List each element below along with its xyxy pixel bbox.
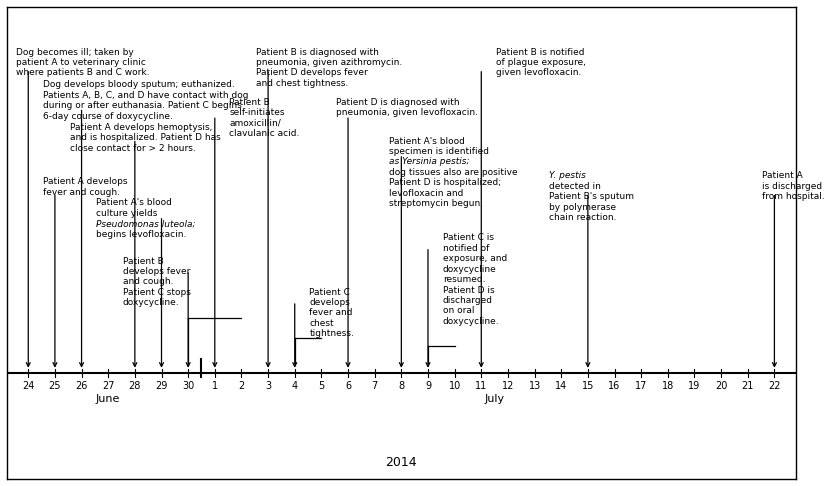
Text: Pseudomonas luteola;: Pseudomonas luteola; xyxy=(96,219,196,228)
Text: tightness.: tightness. xyxy=(309,330,354,338)
Text: dog tissues also are positive: dog tissues also are positive xyxy=(390,168,518,177)
Text: amoxicillin/: amoxicillin/ xyxy=(230,119,282,128)
Text: resumed.: resumed. xyxy=(442,275,485,284)
Text: chest: chest xyxy=(309,319,334,328)
Text: 20: 20 xyxy=(715,381,727,391)
Text: and chest tightness.: and chest tightness. xyxy=(256,79,349,88)
Text: Patient A develops hemoptysis,: Patient A develops hemoptysis, xyxy=(70,123,212,132)
Text: fever and cough.: fever and cough. xyxy=(43,188,120,197)
Text: exposure, and: exposure, and xyxy=(442,254,507,263)
Text: Patient A's blood: Patient A's blood xyxy=(390,137,465,146)
Text: from hospital.: from hospital. xyxy=(763,192,825,201)
Text: 8: 8 xyxy=(398,381,405,391)
Text: Patient A develops: Patient A develops xyxy=(43,177,127,186)
Text: streptomycin begun.: streptomycin begun. xyxy=(390,199,484,208)
Text: 15: 15 xyxy=(582,381,594,391)
Text: 10: 10 xyxy=(448,381,461,391)
Text: Patient A: Patient A xyxy=(763,172,803,180)
Text: Patient C stops: Patient C stops xyxy=(123,288,191,297)
Text: 3: 3 xyxy=(265,381,272,391)
Text: close contact for > 2 hours.: close contact for > 2 hours. xyxy=(70,144,195,153)
Text: Dog develops bloody sputum; euthanized.: Dog develops bloody sputum; euthanized. xyxy=(43,81,235,89)
Text: develops fever: develops fever xyxy=(123,267,190,276)
Text: 2014: 2014 xyxy=(385,456,417,469)
Text: 18: 18 xyxy=(662,381,674,391)
Text: and is hospitalized. Patient D has: and is hospitalized. Patient D has xyxy=(70,134,220,142)
Text: 13: 13 xyxy=(529,381,541,391)
Text: patient A to veterinary clinic: patient A to veterinary clinic xyxy=(16,58,146,67)
Text: July: July xyxy=(484,394,504,404)
Text: detected in: detected in xyxy=(549,182,601,191)
Text: Dog becomes ill; taken by: Dog becomes ill; taken by xyxy=(16,48,134,56)
Text: notified of: notified of xyxy=(442,244,489,253)
Text: self-initiates: self-initiates xyxy=(230,108,285,117)
Text: pneumonia, given levofloxacin.: pneumonia, given levofloxacin. xyxy=(336,108,478,117)
Text: pneumonia, given azithromycin.: pneumonia, given azithromycin. xyxy=(256,58,402,67)
Text: develops: develops xyxy=(309,298,350,307)
Text: doxycycline.: doxycycline. xyxy=(123,298,179,307)
Text: levofloxacin and: levofloxacin and xyxy=(390,189,463,198)
Text: and cough.: and cough. xyxy=(123,278,173,286)
Text: Patient A's blood: Patient A's blood xyxy=(96,198,172,208)
Text: 6: 6 xyxy=(345,381,351,391)
Text: where patients B and C work.: where patients B and C work. xyxy=(16,69,150,77)
Text: given levofloxacin.: given levofloxacin. xyxy=(496,69,582,77)
Text: 6-day course of doxycycline.: 6-day course of doxycycline. xyxy=(43,112,173,121)
Text: 26: 26 xyxy=(75,381,88,391)
Text: is discharged: is discharged xyxy=(763,182,823,191)
Text: 22: 22 xyxy=(768,381,781,391)
Text: 11: 11 xyxy=(475,381,488,391)
Text: 30: 30 xyxy=(182,381,194,391)
Text: chain reaction.: chain reaction. xyxy=(549,213,617,222)
Text: doxycycline.: doxycycline. xyxy=(442,317,499,326)
Text: Patient B: Patient B xyxy=(123,257,163,265)
Text: 27: 27 xyxy=(102,381,115,391)
Text: during or after euthanasia. Patient C begins: during or after euthanasia. Patient C be… xyxy=(43,102,241,110)
Text: Patient D is: Patient D is xyxy=(442,286,494,295)
Text: 12: 12 xyxy=(502,381,515,391)
Text: discharged: discharged xyxy=(442,296,493,305)
Text: Patient B is notified: Patient B is notified xyxy=(496,48,584,56)
Text: 24: 24 xyxy=(22,381,34,391)
Text: Patients A, B, C, and D have contact with dog: Patients A, B, C, and D have contact wit… xyxy=(43,91,248,100)
Text: Patient C: Patient C xyxy=(309,288,350,296)
Text: 5: 5 xyxy=(318,381,324,391)
Text: Patient B: Patient B xyxy=(230,98,270,107)
Text: of plague exposure,: of plague exposure, xyxy=(496,58,586,67)
Text: Patient D is diagnosed with: Patient D is diagnosed with xyxy=(336,98,460,107)
Text: Patient D develops fever: Patient D develops fever xyxy=(256,69,368,77)
Text: as Yersinia pestis;: as Yersinia pestis; xyxy=(390,157,470,167)
Text: 4: 4 xyxy=(292,381,297,391)
Text: culture yields: culture yields xyxy=(96,209,158,218)
Text: June: June xyxy=(96,394,121,404)
Text: 16: 16 xyxy=(608,381,621,391)
Text: 21: 21 xyxy=(742,381,754,391)
Text: begins levofloxacin.: begins levofloxacin. xyxy=(96,230,187,239)
Text: 29: 29 xyxy=(155,381,168,391)
Text: 25: 25 xyxy=(49,381,61,391)
Text: 17: 17 xyxy=(635,381,648,391)
Text: 28: 28 xyxy=(129,381,141,391)
Text: clavulanic acid.: clavulanic acid. xyxy=(230,129,300,138)
Text: on oral: on oral xyxy=(442,307,474,315)
Text: 7: 7 xyxy=(371,381,378,391)
Text: by polymerase: by polymerase xyxy=(549,203,617,212)
Text: 1: 1 xyxy=(212,381,218,391)
Text: 19: 19 xyxy=(688,381,701,391)
Text: specimen is identified: specimen is identified xyxy=(390,147,489,156)
Text: Patient B's sputum: Patient B's sputum xyxy=(549,192,634,201)
Text: fever and: fever and xyxy=(309,309,353,317)
Text: Y. pestis: Y. pestis xyxy=(549,172,586,180)
Text: 14: 14 xyxy=(555,381,567,391)
Text: Patient B is diagnosed with: Patient B is diagnosed with xyxy=(256,48,379,56)
Text: 9: 9 xyxy=(425,381,431,391)
Text: Patient C is: Patient C is xyxy=(442,233,494,243)
Text: doxycycline: doxycycline xyxy=(442,265,496,274)
Text: Patient D is hospitalized;: Patient D is hospitalized; xyxy=(390,178,501,188)
Text: 2: 2 xyxy=(238,381,245,391)
